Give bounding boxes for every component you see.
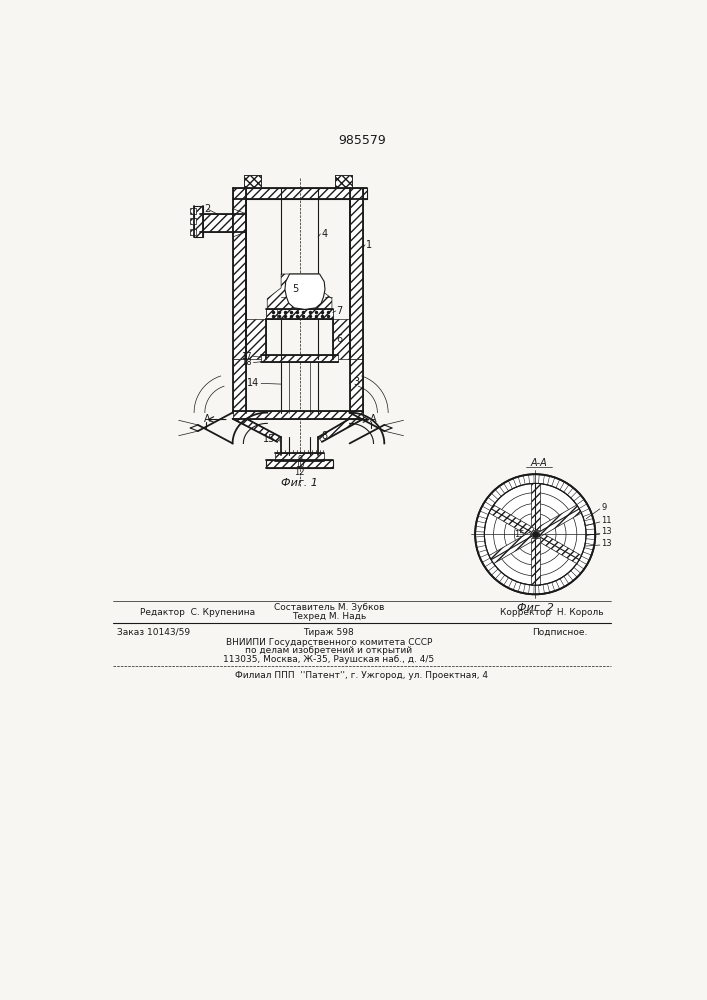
Bar (190, 229, 197, 235)
Bar (244, 175, 261, 188)
Text: 1: 1 (366, 240, 372, 250)
Text: 6: 6 (337, 334, 343, 344)
Circle shape (484, 483, 586, 585)
Text: 15: 15 (262, 434, 275, 444)
Text: 8: 8 (321, 431, 327, 441)
Polygon shape (267, 274, 332, 314)
Bar (275, 453, 325, 461)
Text: 14: 14 (247, 378, 259, 388)
Polygon shape (536, 532, 582, 564)
Text: 11: 11 (602, 516, 612, 525)
Text: Фиг. 1: Фиг. 1 (281, 478, 318, 488)
Text: А-А: А-А (531, 458, 547, 468)
Text: 113035, Москва, Ж-35, Раушская наб., д. 4/5: 113035, Москва, Ж-35, Раушская наб., д. … (223, 654, 434, 664)
Text: 15: 15 (514, 530, 524, 539)
Text: 17: 17 (241, 352, 252, 361)
Bar (335, 175, 352, 188)
Bar (267, 309, 277, 319)
Circle shape (532, 530, 539, 538)
Text: Заказ 10143/59: Заказ 10143/59 (117, 628, 190, 637)
Text: 10: 10 (295, 460, 305, 469)
Bar (194, 206, 204, 237)
Text: 3: 3 (354, 377, 360, 387)
Bar (247, 319, 267, 359)
Text: Техред М. Надь: Техред М. Надь (292, 612, 366, 621)
Bar (267, 309, 333, 319)
Polygon shape (318, 419, 363, 442)
Text: Редактор  С. Крупенина: Редактор С. Крупенина (140, 608, 255, 617)
Bar (190, 208, 197, 214)
Bar (350, 188, 363, 359)
Text: Фиг. 2: Фиг. 2 (517, 603, 554, 613)
Bar (233, 188, 247, 359)
Polygon shape (536, 505, 582, 536)
Text: по делам изобретений и открытий: по делам изобретений и открытий (245, 646, 412, 655)
Text: А: А (370, 414, 376, 424)
Polygon shape (233, 209, 247, 237)
Bar (261, 355, 338, 362)
Text: Корректор  Н. Король: Корректор Н. Король (501, 608, 604, 617)
Polygon shape (489, 505, 534, 536)
Bar (233, 359, 247, 413)
Polygon shape (530, 483, 540, 530)
Polygon shape (285, 274, 325, 309)
Text: 9: 9 (602, 503, 607, 512)
Text: 5: 5 (293, 284, 299, 294)
Text: Подписное.: Подписное. (532, 628, 588, 637)
Text: 7: 7 (337, 306, 343, 316)
Text: 9: 9 (297, 455, 302, 464)
Text: 12: 12 (294, 468, 305, 477)
Bar (322, 309, 333, 319)
Text: Филиал ППП  ''Патент'', г. Ужгород, ул. Проектная, 4: Филиал ППП ''Патент'', г. Ужгород, ул. П… (235, 671, 489, 680)
Text: ВНИИПИ Государственного комитета СССР: ВНИИПИ Государственного комитета СССР (226, 638, 432, 647)
Text: 13: 13 (602, 527, 612, 536)
Bar (350, 359, 363, 413)
Text: 2: 2 (204, 204, 211, 214)
Text: 985579: 985579 (338, 134, 386, 147)
Text: 4: 4 (321, 229, 327, 239)
Text: 13: 13 (602, 539, 612, 548)
Polygon shape (233, 419, 281, 442)
Text: 18: 18 (241, 358, 252, 367)
Bar (233, 188, 368, 199)
Polygon shape (530, 538, 540, 585)
Text: Тираж 598: Тираж 598 (303, 628, 354, 637)
Bar (204, 214, 247, 232)
Polygon shape (489, 532, 534, 564)
Bar (266, 460, 334, 468)
Bar (333, 319, 350, 359)
Circle shape (475, 474, 595, 594)
Text: А: А (204, 414, 211, 424)
Text: Составитель М. Зубков: Составитель М. Зубков (274, 603, 384, 612)
Bar (233, 411, 363, 419)
Bar (190, 218, 197, 224)
